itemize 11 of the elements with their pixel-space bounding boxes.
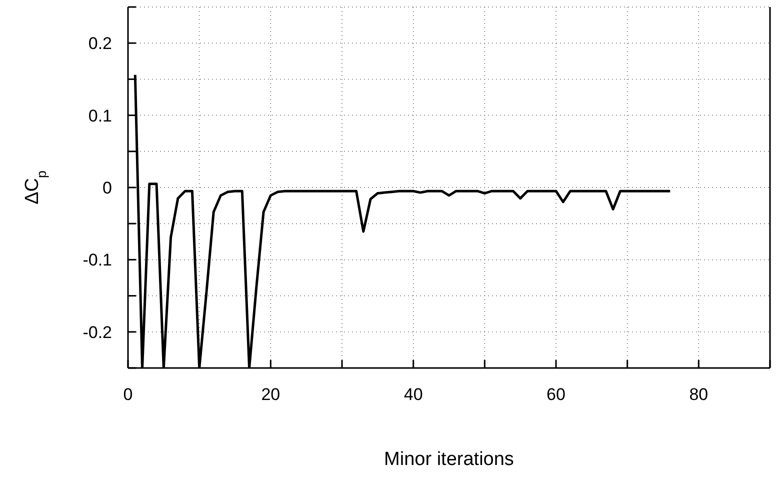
x-axis-title: Minor iterations [384,449,514,470]
x-tick-label: 0 [123,385,133,404]
x-tick-label: 20 [261,385,280,404]
x-tick-label: 80 [689,385,708,404]
y-tick-label: -0.1 [82,250,112,270]
y-tick-label: -0.2 [82,322,112,342]
x-tick-label: 60 [546,385,566,404]
y-tick-label: 0.2 [88,34,112,54]
y-tick-label: 0.1 [88,106,112,126]
x-tick-label: 40 [404,385,423,404]
y-tick-label: 0 [102,178,112,198]
